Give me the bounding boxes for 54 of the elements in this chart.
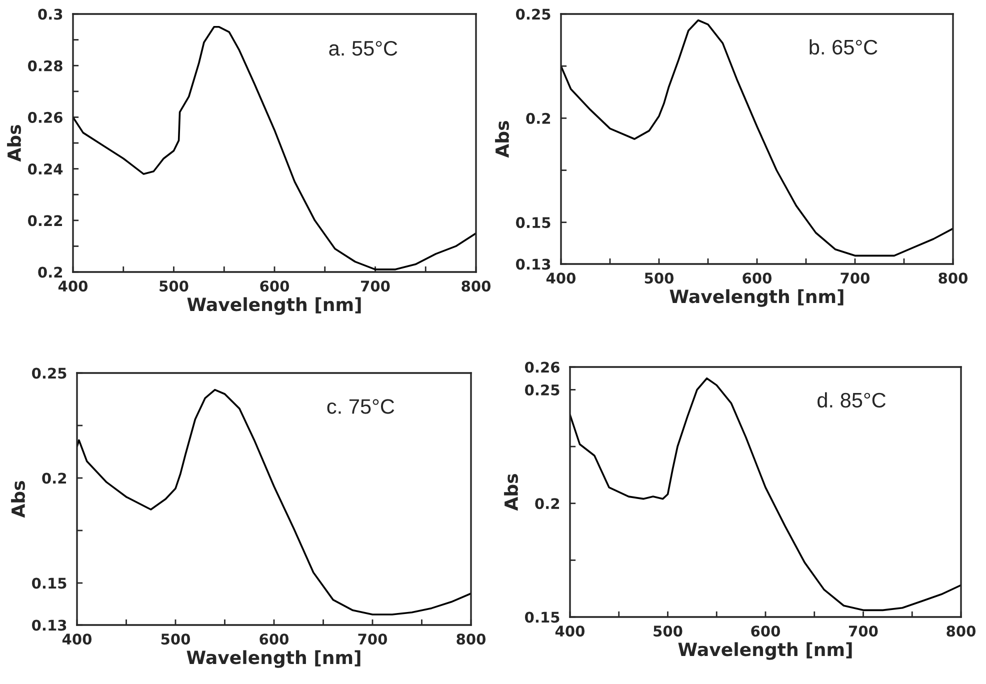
line-series <box>570 377 961 612</box>
y-tick-label: 0.2 <box>526 112 550 124</box>
y-axis-title: Abs <box>11 481 26 518</box>
x-axis-title: Wavelength [nm] <box>187 297 361 315</box>
y-tick-label: 0.15 <box>516 217 550 228</box>
y-tick-label: 0.24 <box>28 164 63 175</box>
x-axis-title: Wavelength [nm] <box>670 289 844 307</box>
y-tick-label: 0.25 <box>516 8 550 20</box>
annotation: c. 75°C <box>327 399 394 414</box>
y-tick-label: 0.2 <box>38 266 62 278</box>
x-tick-label: 800 <box>456 634 486 645</box>
y-tick-label: 0.28 <box>28 60 62 72</box>
x-tick-label: 700 <box>358 634 388 645</box>
y-tick-label: 0.2 <box>535 498 560 510</box>
x-tick-label: 700 <box>849 626 878 637</box>
x-tick-label: 600 <box>260 634 289 645</box>
line-series <box>77 388 471 616</box>
y-tick-label: 0.13 <box>32 620 66 631</box>
x-tick-label: 800 <box>462 280 491 292</box>
y-axis-title: Abs <box>7 125 22 162</box>
x-axis-title: Wavelength [nm] <box>678 642 852 660</box>
line-series <box>73 26 476 270</box>
x-tick-label: 600 <box>742 272 772 284</box>
x-tick-label: 600 <box>751 626 780 637</box>
x-tick-label: 400 <box>546 272 576 284</box>
y-tick-label: 0.25 <box>32 368 66 379</box>
y-tick-label: 0.15 <box>32 578 66 589</box>
x-tick-label: 700 <box>361 280 390 292</box>
y-tick-label: 0.3 <box>38 8 62 20</box>
x-tick-label: 400 <box>58 280 88 292</box>
x-tick-label: 500 <box>654 626 682 637</box>
y-axis-title: Abs <box>495 121 510 158</box>
annotation: a. 55°C <box>329 40 398 56</box>
x-tick-label: 700 <box>840 272 870 284</box>
annotation: d. 85°C <box>818 392 886 408</box>
y-tick-label: 0.26 <box>28 112 62 123</box>
y-tick-label: 0.13 <box>516 258 550 270</box>
x-tick-label: 500 <box>644 272 674 284</box>
x-tick-label: 500 <box>160 280 188 292</box>
y-tick-label: 0.2 <box>42 472 66 484</box>
x-tick-label: 400 <box>62 634 92 645</box>
x-tick-label: 500 <box>161 634 190 645</box>
line-series <box>561 19 953 257</box>
y-tick-label: 0.22 <box>28 215 62 226</box>
y-axis-title: Abs <box>504 474 518 511</box>
x-tick-label: 800 <box>938 272 968 284</box>
x-tick-label: 800 <box>946 626 976 637</box>
x-tick-label: 400 <box>555 626 585 637</box>
annotation: b. 65°C <box>810 39 878 55</box>
y-tick-label: 0.26 <box>524 362 560 373</box>
y-tick-label: 0.25 <box>524 384 560 396</box>
x-tick-label: 600 <box>260 280 290 292</box>
x-axis-title: Wavelength [nm] <box>186 650 360 668</box>
y-tick-label: 0.15 <box>524 612 560 623</box>
